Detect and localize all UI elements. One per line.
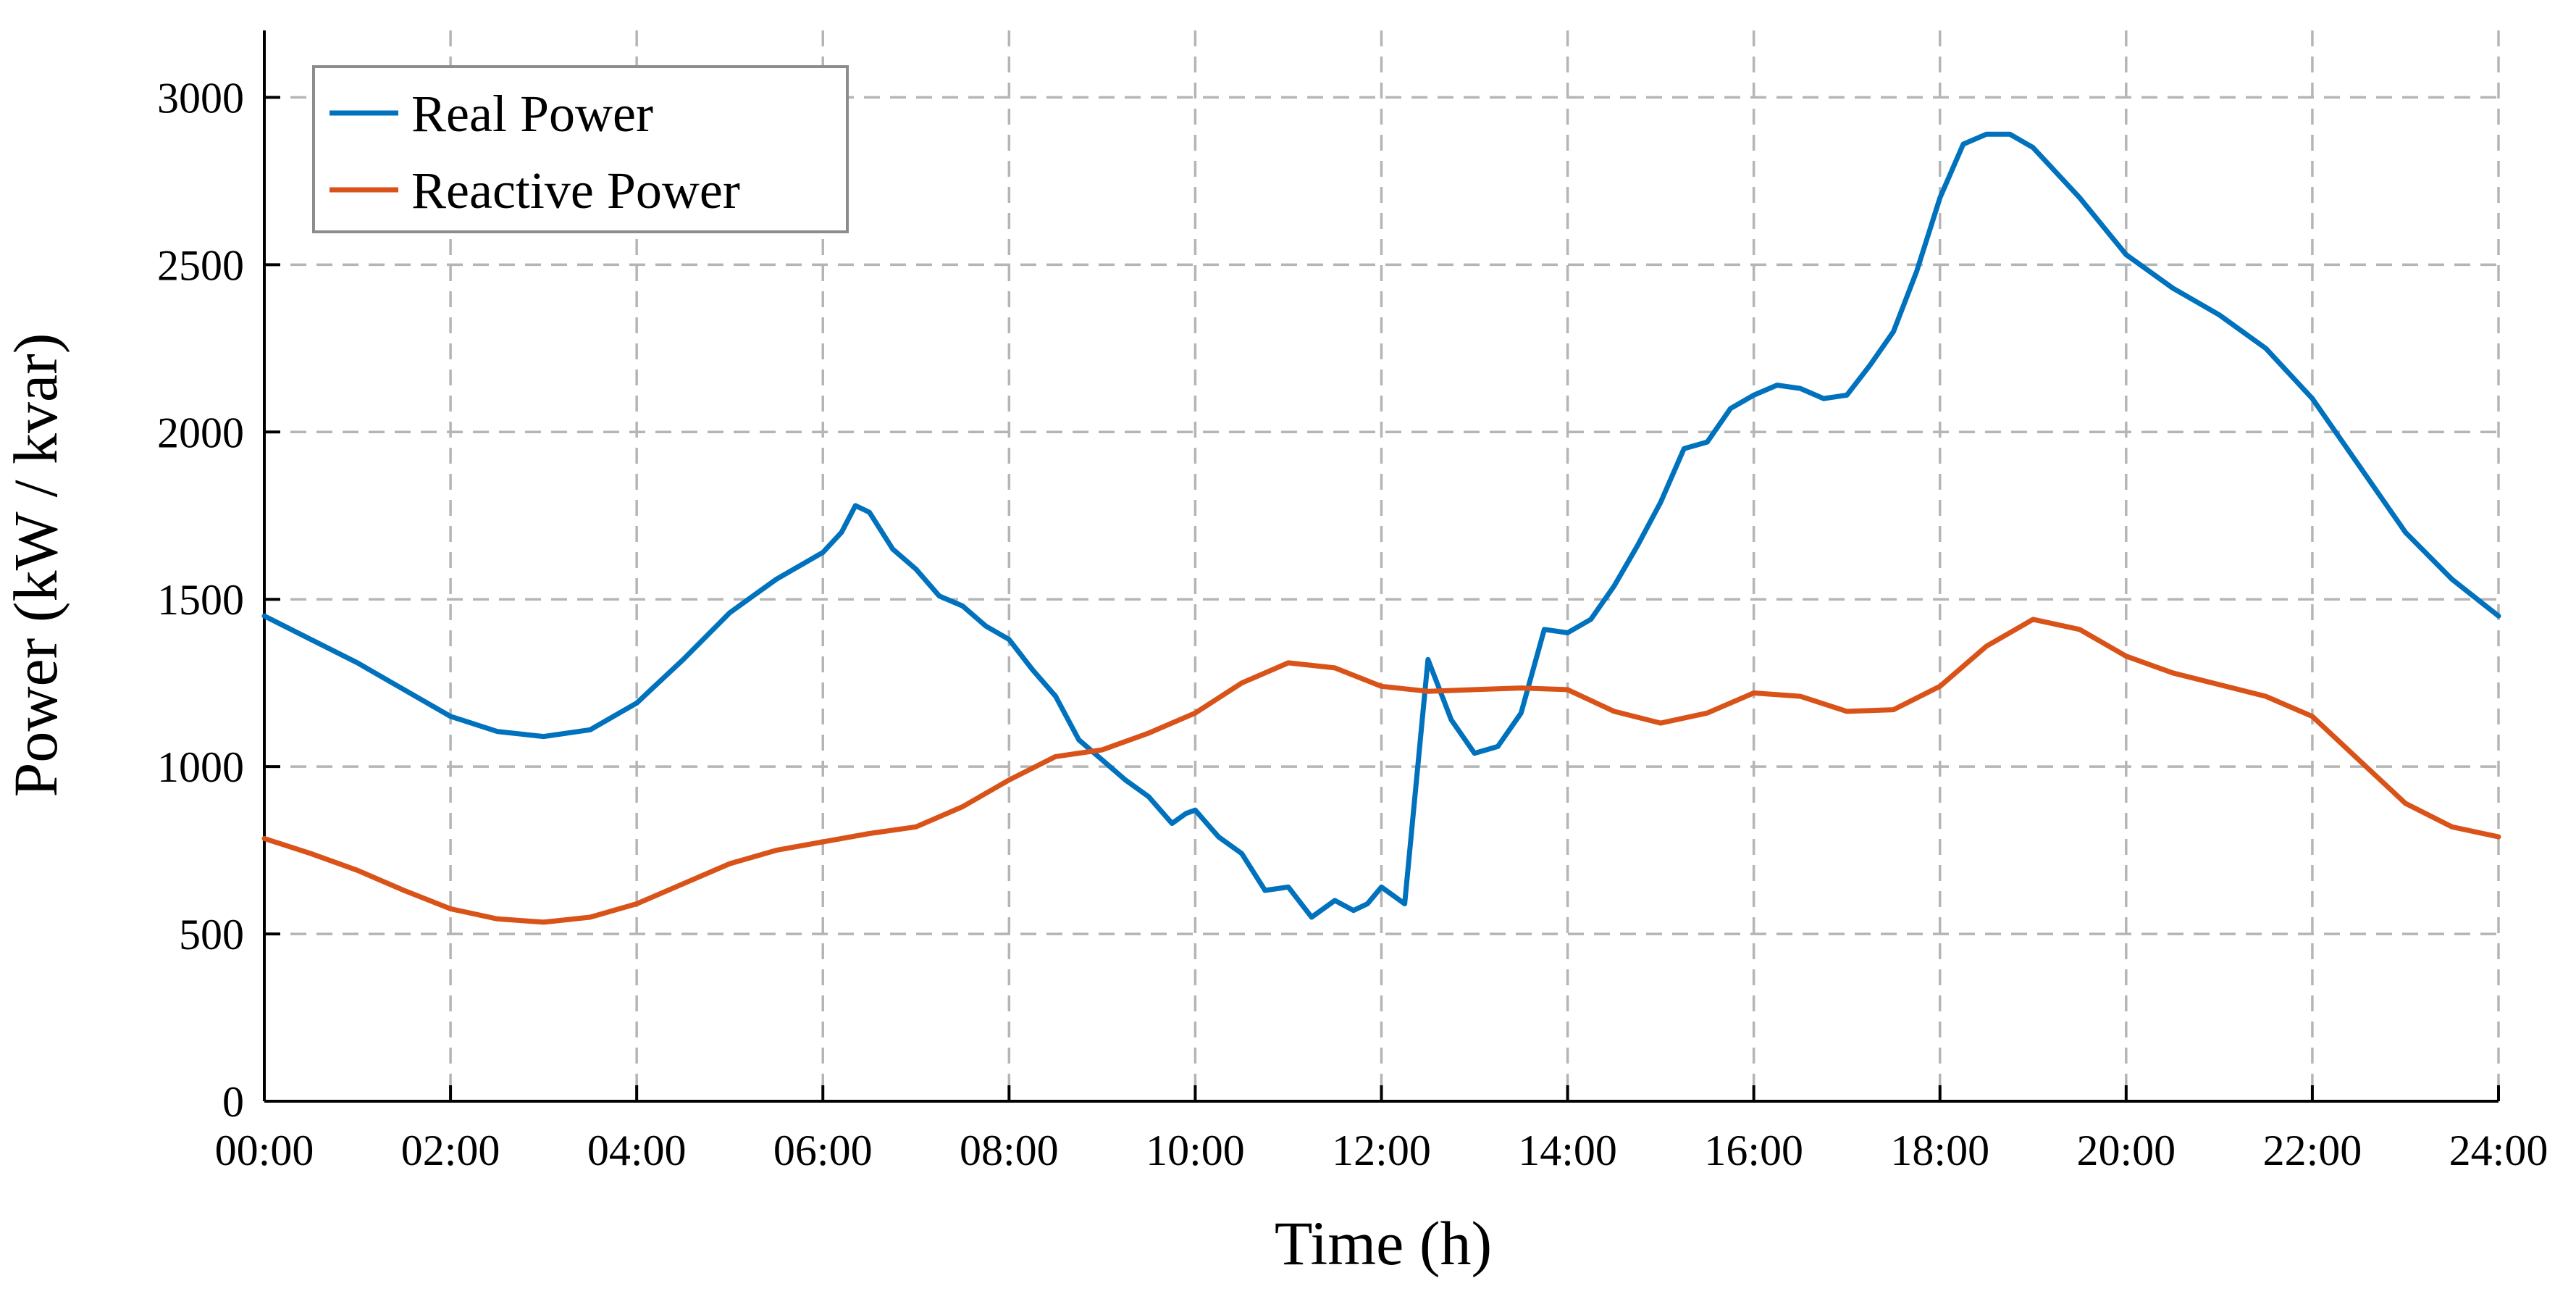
x-tick-label: 14:00 xyxy=(1518,1127,1617,1174)
series-lines xyxy=(261,131,2501,925)
x-tick-label: 12:00 xyxy=(1332,1127,1431,1174)
grid-lines xyxy=(264,30,2500,1101)
x-tick-label: 00:00 xyxy=(215,1127,314,1174)
x-tick-label: 20:00 xyxy=(2076,1127,2176,1174)
y-tick-label: 1500 xyxy=(157,576,244,624)
legend: Real Power Reactive Power xyxy=(312,65,849,233)
y-tick-label: 3000 xyxy=(157,74,244,122)
series-line-real-power xyxy=(261,131,2501,920)
y-tick-label: 2500 xyxy=(157,241,244,289)
y-tick-label: 500 xyxy=(179,911,244,958)
x-tick-label: 08:00 xyxy=(960,1127,1059,1174)
tick-labels: 00:00 02:00 04:00 06:00 08:00 10:00 12:00 14:00… xyxy=(157,74,2548,1174)
series-line-reactive-power xyxy=(261,617,2501,925)
y-tick-label: 1000 xyxy=(157,743,244,791)
x-tick-label: 22:00 xyxy=(2263,1127,2362,1174)
legend-label-reactive-power: Reactive Power xyxy=(411,162,740,220)
x-tick-label: 18:00 xyxy=(1890,1127,1989,1174)
x-tick-label: 06:00 xyxy=(773,1127,873,1174)
x-tick-label: 04:00 xyxy=(587,1127,687,1174)
y-tick-label: 2000 xyxy=(157,409,244,456)
x-axis-label: Time (h) xyxy=(1275,1208,1492,1278)
legend-box xyxy=(312,65,849,233)
x-tick-label: 16:00 xyxy=(1704,1127,1803,1174)
y-axis-label: Power (kW / kvar) xyxy=(1,333,70,798)
y-tick-label: 0 xyxy=(222,1078,244,1126)
x-tick-label: 02:00 xyxy=(401,1127,500,1174)
x-tick-label: 10:00 xyxy=(1146,1127,1245,1174)
legend-label-real-power: Real Power xyxy=(411,85,653,143)
x-tick-label: 24:00 xyxy=(2449,1127,2548,1174)
axes xyxy=(263,30,2500,1103)
